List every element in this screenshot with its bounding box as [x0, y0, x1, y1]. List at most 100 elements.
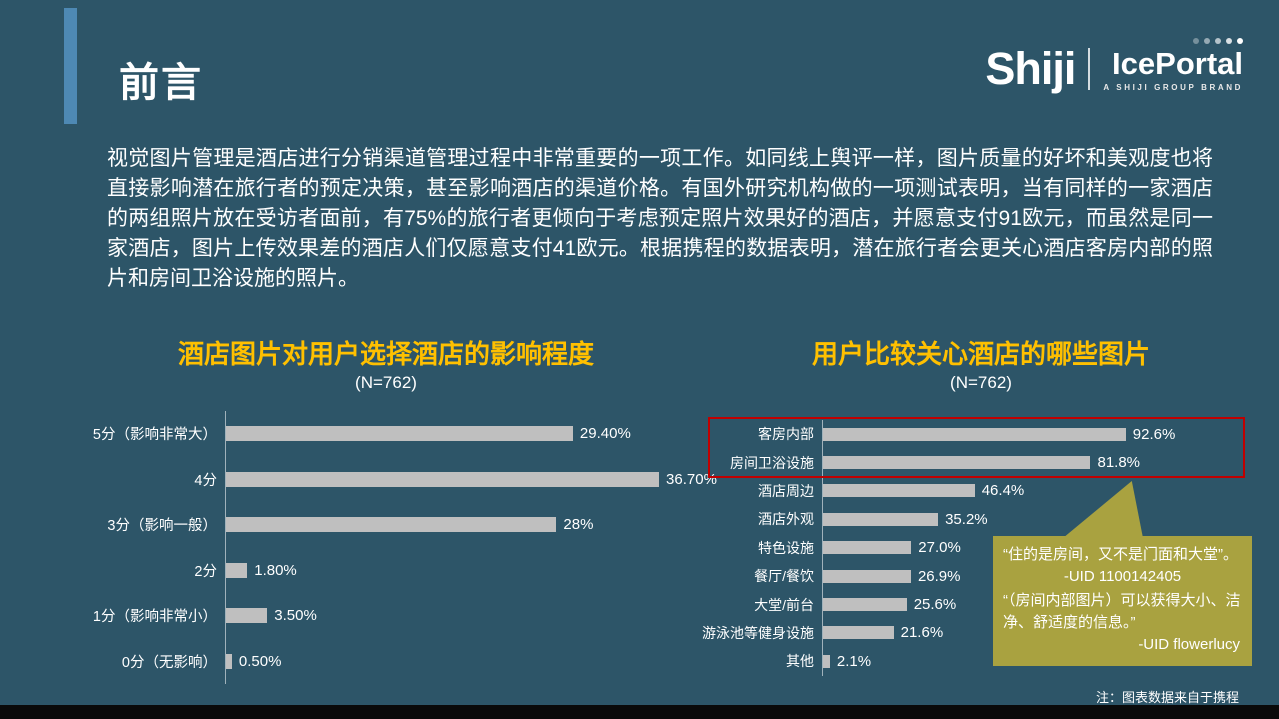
- value-label: 21.6%: [900, 624, 944, 642]
- footer-bar: [0, 705, 1279, 719]
- bar-row: 0分（无影响） 0.50%: [75, 638, 697, 684]
- bar-track: 21.6%: [822, 618, 1266, 648]
- bar: [823, 569, 911, 583]
- concern-chart-rows: 客房内部 92.6% 房间卫浴设施 81.8% 酒店周边 46.4% 酒店外观 35.2% 特色…: [696, 420, 1266, 676]
- bar: [823, 427, 1126, 441]
- concern-chart-subtitle: (N=762): [950, 373, 1012, 392]
- bar-row: 特色设施 27.0%: [696, 533, 1266, 562]
- bar-track: 35.2%: [822, 505, 1266, 534]
- category-label: 游泳池等健身设施: [702, 624, 814, 641]
- category-label: 酒店外观: [758, 511, 814, 528]
- category-label: 其他: [786, 653, 814, 670]
- shiji-wordmark: Shiji: [985, 43, 1076, 94]
- bar-track: 36.70%: [225, 456, 717, 502]
- value-label: 26.9%: [917, 567, 961, 585]
- callout-uid-2: -UID flowerlucy: [1138, 636, 1240, 653]
- value-label: 0.50%: [238, 652, 282, 670]
- bar-track: 0.50%: [225, 638, 697, 684]
- bar-row: 3分（影响一般） 28%: [75, 502, 697, 548]
- category-label: 5分（影响非常大）: [92, 427, 217, 444]
- bar-row: 5分（影响非常大） 29.40%: [75, 411, 697, 457]
- callout-quote-2: “（房间内部图片）可以获得大小、洁净、舒适度的信息。”: [1003, 592, 1241, 631]
- bar: [823, 541, 912, 555]
- value-label: 46.4%: [981, 482, 1025, 500]
- value-label: 29.40%: [579, 425, 631, 443]
- bar-row: 大堂/前台 25.6%: [696, 590, 1266, 619]
- value-label: 81.8%: [1097, 454, 1141, 472]
- bar-row: 游泳池等健身设施 21.6%: [696, 618, 1266, 648]
- category-label: 1分（影响非常小）: [92, 609, 217, 626]
- data-source-note: 注：图表数据来自于携程: [1096, 690, 1240, 705]
- category-label: 大堂/前台: [754, 596, 814, 613]
- intro-paragraph: 视觉图片管理是酒店进行分销渠道管理过程中非常重要的一项工作。如同线上舆评一样，图…: [107, 147, 1213, 290]
- iceportal-block: IcePortal A SHIJI GROUP BRAND: [1103, 38, 1243, 92]
- impact-chart-subtitle: (N=762): [355, 373, 417, 392]
- bar: [226, 517, 557, 533]
- bar-row: 其他 2.1%: [696, 647, 1266, 676]
- bar: [226, 562, 248, 578]
- bar-row: 客房内部 92.6%: [696, 420, 1266, 449]
- bar: [226, 471, 660, 487]
- value-label: 36.70%: [666, 470, 717, 488]
- bar-row: 酒店周边 46.4%: [696, 476, 1266, 506]
- category-label: 3分（影响一般）: [107, 518, 217, 535]
- bar-track: 25.6%: [822, 590, 1266, 619]
- value-label: 35.2%: [945, 510, 988, 528]
- category-label: 4分: [194, 472, 217, 489]
- title-accent-bar: [64, 8, 77, 124]
- bar-track: 2.1%: [822, 647, 1266, 676]
- concern-chart-title: 用户比较关心酒店的哪些图片: [811, 339, 1150, 369]
- iceportal-wordmark: IcePortal: [1112, 46, 1243, 81]
- bar-row: 4分 36.70%: [75, 456, 717, 502]
- bar: [226, 653, 232, 669]
- bar-row: 房间卫浴设施 81.8%: [696, 448, 1266, 477]
- bar: [226, 608, 268, 624]
- category-label: 2分: [194, 563, 217, 580]
- value-label: 27.0%: [918, 539, 961, 557]
- bar-track: 1.80%: [225, 547, 697, 593]
- bar-track: 81.8%: [822, 448, 1266, 477]
- callout-uid-1: -UID 1100142405: [1063, 568, 1182, 585]
- bar-row: 酒店外观 35.2%: [696, 505, 1266, 534]
- category-label: 特色设施: [758, 539, 814, 556]
- bar-track: 26.9%: [822, 561, 1266, 591]
- shiji-iceportal-logo: Shiji IcePortal A SHIJI GROUP BRAND: [985, 38, 1243, 92]
- value-label: 25.6%: [913, 596, 957, 614]
- logo-dots-icon: [1193, 38, 1243, 44]
- bar-track: 28%: [225, 502, 697, 548]
- category-label: 酒店周边: [758, 482, 814, 499]
- callout-quote-1: “住的是房间，又不是门面和大堂”。: [1003, 546, 1238, 563]
- category-label: 0分（无影响）: [121, 654, 217, 671]
- bar: [226, 426, 573, 442]
- value-label: 1.80%: [254, 561, 297, 579]
- bar-track: 92.6%: [822, 420, 1266, 449]
- bar-track: 27.0%: [822, 533, 1266, 562]
- impact-chart: 酒店图片对用户选择酒店的影响程度 (N=762) 5分（影响非常大） 29.40%…: [75, 338, 717, 684]
- logo-tagline: A SHIJI GROUP BRAND: [1103, 83, 1243, 92]
- bar: [823, 456, 1091, 470]
- bar-track: 29.40%: [225, 411, 697, 457]
- bar: [823, 598, 907, 612]
- bar: [823, 484, 975, 498]
- impact-chart-rows: 5分（影响非常大） 29.40% 4分 36.70% 3分（影响一般） 28% 2分 1.80…: [75, 411, 717, 684]
- category-label: 餐厅/餐饮: [754, 568, 814, 585]
- bar: [823, 512, 939, 526]
- bar-row: 2分 1.80%: [75, 547, 697, 593]
- value-label: 92.6%: [1132, 425, 1176, 443]
- category-label: 房间卫浴设施: [730, 454, 814, 471]
- value-label: 28%: [563, 516, 594, 534]
- concern-chart: 用户比较关心酒店的哪些图片 (N=762) 客房内部 92.6% 房间卫浴设施 81.…: [696, 338, 1266, 676]
- page-title: 前言: [119, 61, 203, 105]
- logo-divider: [1088, 48, 1091, 90]
- bar-row: 餐厅/餐饮 26.9%: [696, 561, 1266, 591]
- user-quote-callout: “住的是房间，又不是门面和大堂”。 -UID 1100142405 “（房间内部…: [993, 536, 1252, 666]
- value-label: 2.1%: [836, 652, 872, 670]
- bar-row: 1分（影响非常小） 3.50%: [75, 593, 697, 639]
- impact-chart-title: 酒店图片对用户选择酒店的影响程度: [177, 339, 594, 369]
- bar-track: 3.50%: [225, 593, 697, 639]
- bar: [823, 654, 830, 668]
- bar: [823, 626, 894, 640]
- bar-track: 46.4%: [822, 476, 1266, 506]
- value-label: 3.50%: [274, 607, 317, 625]
